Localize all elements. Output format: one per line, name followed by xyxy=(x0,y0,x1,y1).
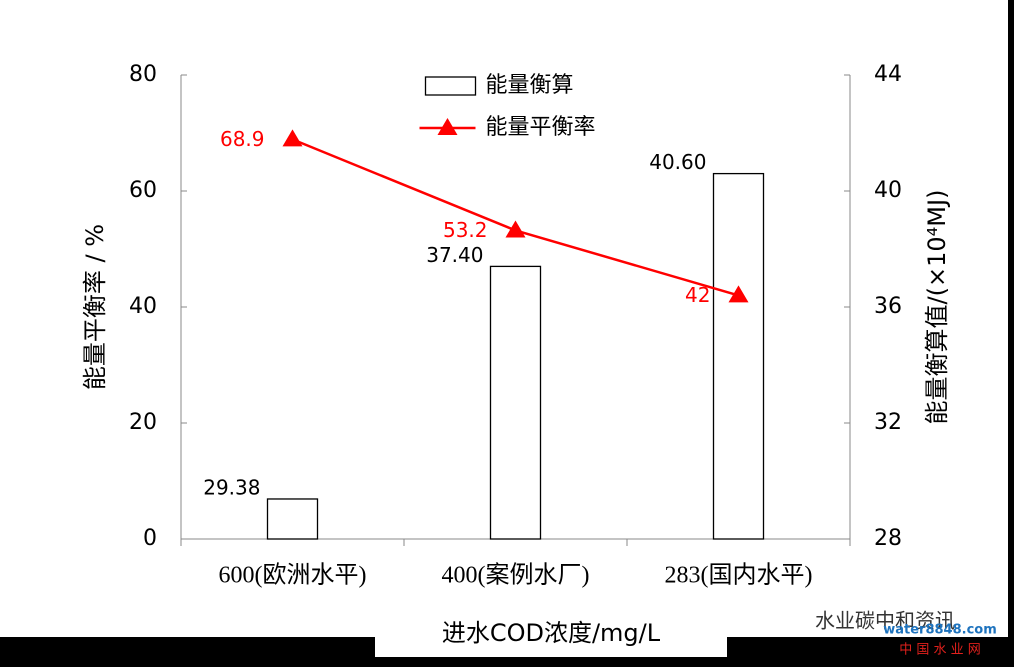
bar-value-label: 40.60 xyxy=(649,150,706,174)
line-marker xyxy=(728,285,749,303)
y-axis-label: 能量平衡率 / % xyxy=(81,224,109,390)
watermark-account: 水业碳中和资讯 xyxy=(815,609,955,633)
line-marker xyxy=(505,220,526,238)
bar xyxy=(489,265,542,540)
y2-tick-label: 44 xyxy=(874,62,902,87)
line-value-label: 42 xyxy=(685,283,710,307)
line-value-label: 53.2 xyxy=(443,218,488,242)
x-axis-label: 进水COD浓度/mg/L xyxy=(442,619,661,647)
y2-axis-label: 能量衡算值/(×10⁴MJ) xyxy=(923,190,951,425)
x-tick-label: 400(案例水厂) xyxy=(442,562,590,589)
legend-label: 能量衡算 xyxy=(486,73,574,98)
y-tick-label: 60 xyxy=(129,178,157,203)
y-tick-label: 40 xyxy=(129,294,157,319)
x-tick-label: 283(国内水平) xyxy=(665,562,813,589)
line-value-label: 68.9 xyxy=(220,127,265,151)
watermark-logo: water8848.com xyxy=(883,623,997,638)
line-marker xyxy=(282,129,303,147)
legend-marker xyxy=(437,118,458,135)
right-band xyxy=(1008,0,1014,667)
y2-tick-label: 36 xyxy=(874,294,902,319)
y-tick-label: 0 xyxy=(143,526,157,551)
y2-tick-label: 32 xyxy=(874,410,902,435)
watermark-site: 中 国 水 业 网 xyxy=(899,643,981,658)
bar-value-label: 37.40 xyxy=(426,243,483,267)
legend-swatch xyxy=(424,76,477,96)
y-tick-label: 80 xyxy=(129,62,157,87)
bar xyxy=(712,172,765,540)
legend-label: 能量平衡率 xyxy=(486,115,596,140)
xlabel-box xyxy=(375,615,727,657)
y2-tick-label: 28 xyxy=(874,526,902,551)
x-tick-label: 600(欧洲水平) xyxy=(219,562,367,589)
bar-value-label: 29.38 xyxy=(203,475,260,499)
y-tick-label: 20 xyxy=(129,410,157,435)
bar xyxy=(266,498,319,540)
y2-tick-label: 40 xyxy=(874,178,902,203)
